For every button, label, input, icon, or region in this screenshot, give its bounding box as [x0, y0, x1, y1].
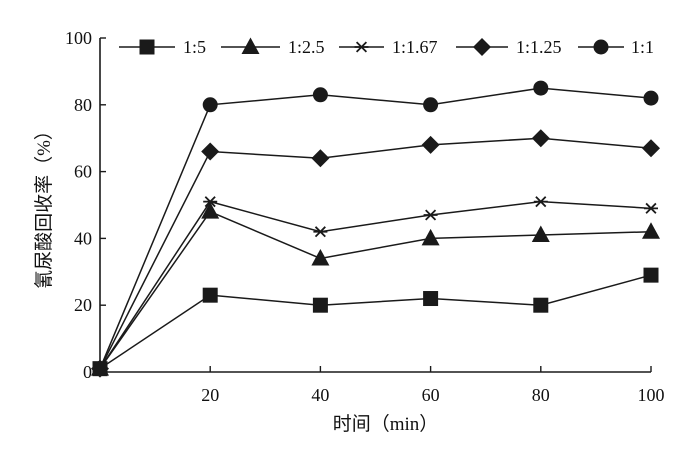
data-point [92, 361, 108, 377]
series-triangle [91, 202, 660, 376]
legend-item: 1:2.5 [221, 37, 325, 57]
legend-marker [593, 39, 609, 55]
legend-marker [473, 38, 491, 56]
data-point [533, 297, 549, 313]
series-line [99, 87, 652, 369]
legend-item: 1:1.67 [339, 37, 438, 57]
y-tick-label: 20 [74, 295, 92, 315]
data-point [423, 97, 439, 113]
legend: 1:5 1:2.5 1:1.67 1:1.25 1:1 [119, 37, 654, 57]
data-point [531, 129, 550, 148]
x-tick-label: 60 [422, 385, 440, 405]
data-point [642, 222, 660, 239]
legend-item: 1:5 [119, 37, 206, 57]
data-point [201, 202, 220, 219]
legend-item: 1:1 [578, 37, 654, 57]
legend-marker [354, 41, 369, 53]
data-point [421, 135, 440, 154]
series-line [99, 137, 652, 369]
legend-label: 1:1.25 [516, 37, 562, 57]
legend-item: 1:1.25 [456, 37, 562, 57]
data-point [421, 228, 440, 246]
x-axis-title: 时间（min） [333, 413, 439, 435]
x-ticks: 20 40 60 80 100 [201, 366, 665, 405]
x-tick-label: 40 [311, 385, 329, 405]
y-tick-label: 100 [65, 28, 92, 48]
data-point [642, 139, 660, 158]
data-point [202, 97, 218, 113]
series-diamond [91, 129, 660, 378]
data-point [202, 287, 218, 303]
legend-label: 1:2.5 [288, 37, 325, 57]
data-point [423, 209, 438, 221]
data-point [311, 248, 330, 266]
data-point [312, 87, 328, 103]
series-circle [92, 80, 659, 377]
series-line [99, 200, 652, 370]
data-point [313, 226, 328, 238]
data-point [533, 80, 549, 96]
data-point [312, 297, 328, 313]
series-line [99, 274, 652, 370]
x-tick-label: 100 [638, 385, 665, 405]
y-tick-label: 80 [74, 95, 92, 115]
y-ticks: 0 20 40 60 80 100 [65, 28, 106, 382]
series-layer [91, 80, 660, 378]
y-tick-label: 0 [83, 362, 92, 382]
data-point [201, 142, 220, 161]
legend-marker [139, 39, 155, 55]
y-tick-label: 40 [74, 228, 92, 248]
axes [99, 38, 651, 373]
y-tick-label: 60 [74, 162, 92, 182]
series-line [99, 210, 652, 370]
data-point [203, 196, 218, 208]
data-point [643, 90, 659, 106]
x-tick-label: 80 [532, 385, 550, 405]
legend-label: 1:5 [183, 37, 206, 57]
y-axis-title: 氰尿酸回收率（%） [33, 121, 55, 289]
series-star [93, 196, 658, 375]
series-square [92, 267, 659, 377]
data-point [644, 202, 658, 214]
legend-label: 1:1.67 [392, 37, 438, 57]
legend-marker [241, 37, 260, 54]
data-point [643, 267, 659, 283]
legend-label: 1:1 [631, 37, 654, 57]
data-point [423, 291, 439, 307]
data-point [531, 225, 550, 243]
data-point [311, 149, 330, 168]
data-point [533, 196, 548, 208]
x-tick-label: 20 [201, 385, 219, 405]
